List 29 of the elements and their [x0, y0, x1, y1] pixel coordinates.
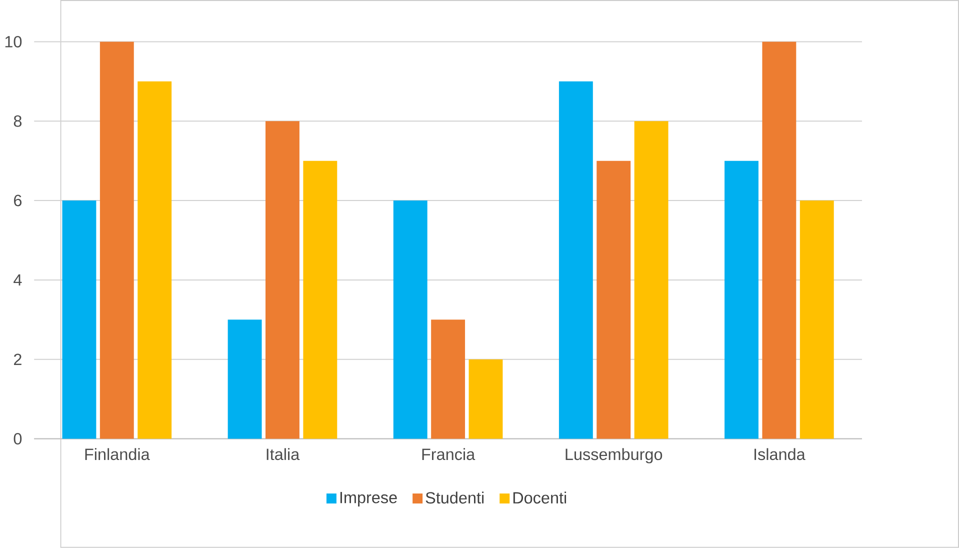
bar — [138, 81, 172, 439]
bar — [228, 320, 262, 439]
x-tick-label: Francia — [422, 448, 476, 460]
bar — [468, 359, 503, 439]
legend-label: Studenti — [426, 492, 484, 504]
y-tick-label: 4 — [14, 274, 22, 286]
bar — [266, 121, 300, 439]
bar — [800, 200, 834, 439]
bar — [558, 81, 593, 439]
bar — [62, 200, 96, 439]
bar — [431, 320, 466, 439]
bar — [100, 42, 134, 439]
legend-label: Imprese — [340, 492, 397, 507]
y-tick-label: 10 — [5, 36, 22, 48]
y-tick-label: 2 — [14, 354, 22, 366]
x-tick-label: Finlandia — [85, 448, 150, 460]
bar — [596, 160, 631, 439]
bar — [634, 121, 668, 439]
bar — [393, 200, 428, 439]
legend-label: Docenti — [513, 492, 566, 504]
bar — [303, 160, 338, 439]
x-tick-label: Italia — [266, 448, 300, 460]
x-tick-label: Lussemburgo — [566, 448, 662, 464]
bar — [724, 160, 758, 439]
y-tick-label: 0 — [14, 433, 22, 445]
x-tick-label: Islanda — [754, 448, 806, 460]
y-tick-label: 8 — [14, 115, 22, 127]
y-tick-label: 6 — [14, 194, 22, 206]
bar — [762, 42, 796, 439]
